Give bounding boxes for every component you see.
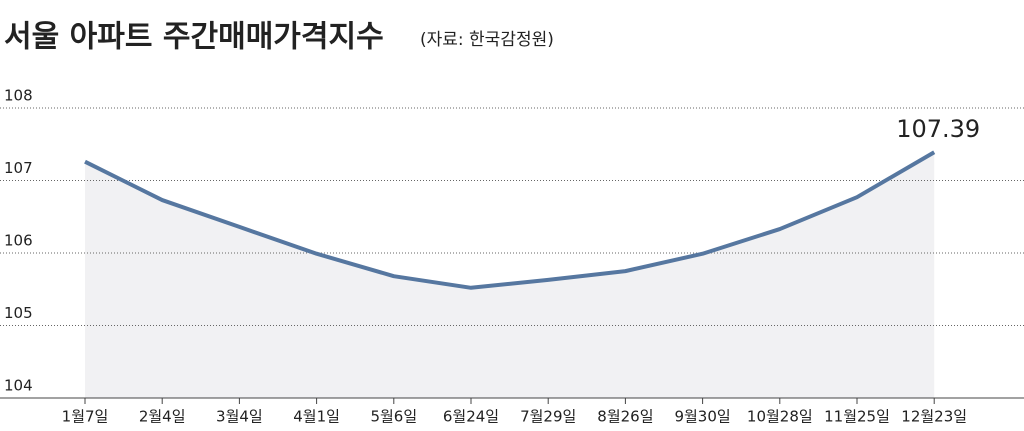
x-tick-label: 9월30일 bbox=[674, 408, 730, 426]
x-tick-label: 6월24일 bbox=[443, 408, 499, 426]
x-tick-label: 8월26일 bbox=[597, 408, 653, 426]
y-tick-label: 107 bbox=[4, 159, 33, 177]
y-tick-label: 104 bbox=[4, 377, 33, 395]
line bbox=[84, 150, 936, 290]
x-tick-label: 11월25일 bbox=[824, 408, 890, 426]
y-tick-label: 106 bbox=[4, 232, 33, 250]
y-tick-label: 105 bbox=[4, 304, 33, 322]
chart-subtitle: (자료: 한국감정원) bbox=[420, 30, 554, 50]
y-tick-label: 108 bbox=[4, 87, 33, 105]
x-tick-label: 2월4일 bbox=[139, 408, 186, 426]
data-label: 107.39 bbox=[896, 115, 980, 143]
x-tick-label: 7월29일 bbox=[520, 408, 576, 426]
x-tick-label: 10월28일 bbox=[747, 408, 813, 426]
chart-title: 서울 아파트 주간매매가격지수 bbox=[4, 20, 384, 55]
x-tick-label: 12월23일 bbox=[901, 408, 967, 426]
x-tick-label: 4월1일 bbox=[293, 408, 340, 426]
x-tick-label: 1월7일 bbox=[62, 408, 109, 426]
area-fill bbox=[85, 152, 935, 398]
x-tick-label: 3월4일 bbox=[216, 408, 263, 426]
x-tick-label: 5월6일 bbox=[370, 408, 417, 426]
